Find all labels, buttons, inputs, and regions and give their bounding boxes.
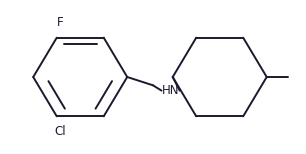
Text: Cl: Cl [54,125,65,138]
Text: F: F [56,16,63,29]
Text: HN: HN [162,84,179,97]
